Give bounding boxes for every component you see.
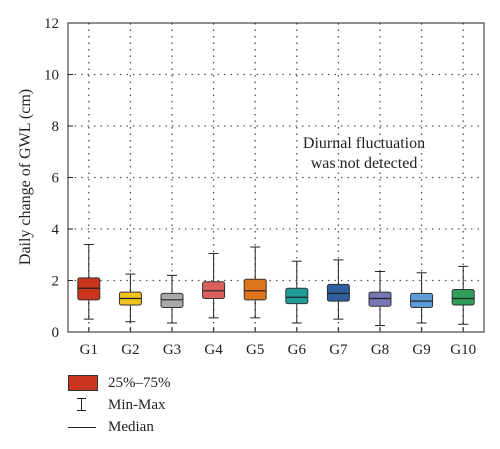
box-g2 <box>118 273 142 323</box>
grid-lines <box>68 23 484 332</box>
y-tick-label: 6 <box>52 171 60 187</box>
box-g3 <box>160 274 184 324</box>
y-tick-label: 0 <box>52 325 60 341</box>
legend-item-box: 25%–75% <box>68 372 171 394</box>
x-tick-label: G7 <box>329 342 348 358</box>
box-g9 <box>410 272 434 324</box>
x-tick-label: G6 <box>288 342 307 358</box>
box-iqr <box>410 292 434 309</box>
box-g4 <box>202 252 226 319</box>
box-iqr <box>285 287 309 305</box>
x-tick-label: G10 <box>450 342 476 358</box>
box-g7 <box>326 259 350 320</box>
box-g5 <box>243 246 267 319</box>
box-g10 <box>451 265 475 325</box>
y-tick-label: 4 <box>52 222 60 238</box>
y-tick-label: 12 <box>44 16 59 32</box>
x-tick-label: G2 <box>121 342 139 358</box>
x-tick-label: G8 <box>371 342 389 358</box>
box-g1 <box>77 243 101 320</box>
box-series <box>77 243 475 327</box>
y-tick-label: 2 <box>52 274 60 290</box>
median-line-icon <box>68 419 98 435</box>
box-iqr <box>77 277 101 301</box>
x-tick-label: G3 <box>163 342 181 358</box>
box-iqr <box>368 291 392 307</box>
legend-box-label: 25%–75% <box>108 375 171 391</box>
y-tick-label: 10 <box>44 68 59 84</box>
x-tick-label: G5 <box>246 342 264 358</box>
minmax-icon <box>68 397 98 413</box>
box-iqr <box>326 283 350 302</box>
legend: 25%–75% Min-Max Median <box>68 372 171 438</box>
legend-minmax-label: Min-Max <box>108 397 166 413</box>
legend-item-median: Median <box>68 416 171 438</box>
x-axis-ticks: G1 G2 G3 G4 G5 G6 G7 G8 G9 G10 <box>80 327 476 358</box>
box-iqr <box>160 292 184 309</box>
box-g8 <box>368 270 392 327</box>
x-tick-label: G4 <box>204 342 223 358</box>
legend-box-swatch <box>68 375 98 391</box>
legend-item-minmax: Min-Max <box>68 394 171 416</box>
y-axis-label: Daily change of GWL (cm) <box>17 89 34 265</box>
x-tick-label: G9 <box>412 342 430 358</box>
y-axis-ticks: 0 2 4 6 8 10 12 <box>44 16 73 341</box>
legend-median-label: Median <box>108 419 154 435</box>
box-iqr <box>451 289 475 306</box>
box-g6 <box>285 260 309 324</box>
x-tick-label: G1 <box>80 342 98 358</box>
box-iqr <box>202 281 226 300</box>
annotation-line-1: Diurnal fluctuation <box>303 135 425 152</box>
box-iqr <box>243 278 267 301</box>
y-tick-label: 8 <box>52 119 60 135</box>
annotation-line-2: was not detected <box>311 155 418 172</box>
